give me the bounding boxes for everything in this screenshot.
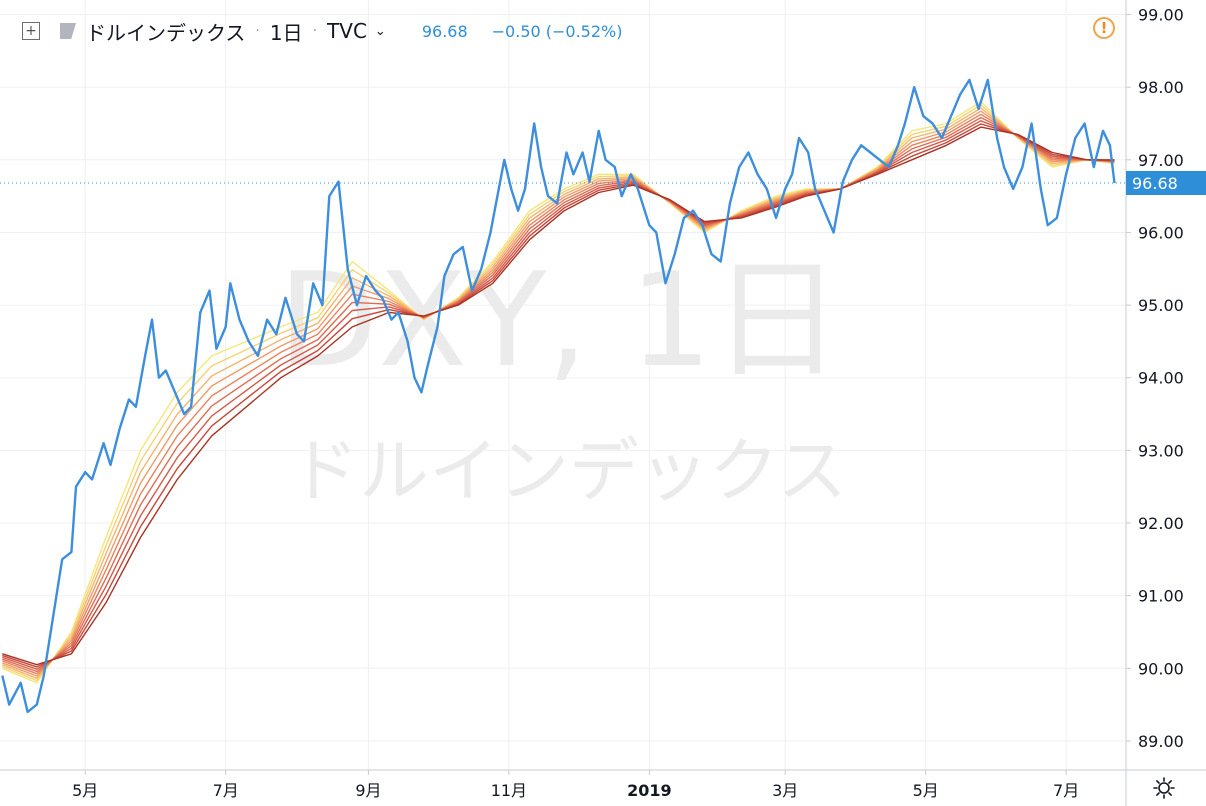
x-tick-label: 11月: [491, 781, 527, 800]
chevron-down-icon[interactable]: ⌄: [374, 23, 386, 39]
x-tick-label: 2019: [627, 781, 672, 800]
y-tick-label: 96.00: [1138, 223, 1184, 242]
ema-line: [2, 107, 1115, 679]
x-tick-label: 3月: [772, 781, 798, 800]
ema-line: [2, 113, 1115, 675]
ema-line: [2, 123, 1115, 668]
price-change: −0.50 (−0.52%): [491, 21, 623, 41]
x-tick-label: 9月: [355, 781, 381, 800]
warning-icon[interactable]: !: [1093, 17, 1115, 39]
symbol-name[interactable]: ドルインデックス: [86, 20, 246, 45]
exchange-label[interactable]: TVC: [327, 19, 367, 43]
y-tick-label: 95.00: [1138, 296, 1184, 315]
flag-icon[interactable]: [60, 23, 76, 39]
y-tick-label: 94.00: [1138, 369, 1184, 388]
plus-square-icon[interactable]: +: [22, 22, 40, 40]
y-tick-label: 97.00: [1138, 151, 1184, 170]
last-price: 96.68: [421, 21, 468, 41]
y-tick-label: 89.00: [1138, 732, 1184, 751]
price-axis[interactable]: 89.00 90.00 91.00 92.00 93.00 94.00 95.00 96.00…: [1125, 0, 1184, 806]
current-price-label: 96.68: [1126, 171, 1206, 195]
x-tick-label: 7月: [1053, 781, 1079, 800]
y-tick-label: 93.00: [1138, 441, 1184, 460]
time-axis[interactable]: 5月 7月 9月 11月 2019 3月 5月 7月: [0, 769, 1206, 800]
y-tick-label: 91.00: [1138, 587, 1184, 606]
x-tick-label: 5月: [913, 781, 939, 800]
ema-line: [2, 126, 1115, 666]
y-tick-label: 98.00: [1138, 78, 1184, 97]
separator: ·: [255, 23, 260, 39]
gear-icon[interactable]: [1152, 776, 1176, 800]
ema-line: [2, 120, 1115, 670]
y-tick-label: 92.00: [1138, 514, 1184, 533]
legend-header: + ドルインデックス · 1日 · TVC ⌄ 96.68 −0.50 (−0.…: [22, 14, 622, 48]
price-line: [1, 78, 1116, 714]
ema-line: [2, 110, 1115, 677]
y-tick-label: 99.00: [1138, 6, 1184, 25]
ema-line: [2, 116, 1115, 673]
price-series: [1, 78, 1116, 714]
interval-label[interactable]: 1日: [269, 20, 303, 45]
watermark-description: ドルインデックス: [289, 430, 847, 512]
x-tick-label: 5月: [72, 781, 98, 800]
watermark-symbol: DXY, 1日: [278, 244, 842, 396]
grid: [0, 0, 1126, 770]
x-tick-label: 7月: [213, 781, 239, 800]
ema-ribbon: [2, 101, 1115, 684]
separator: ·: [312, 23, 318, 39]
y-tick-label: 90.00: [1138, 659, 1184, 678]
